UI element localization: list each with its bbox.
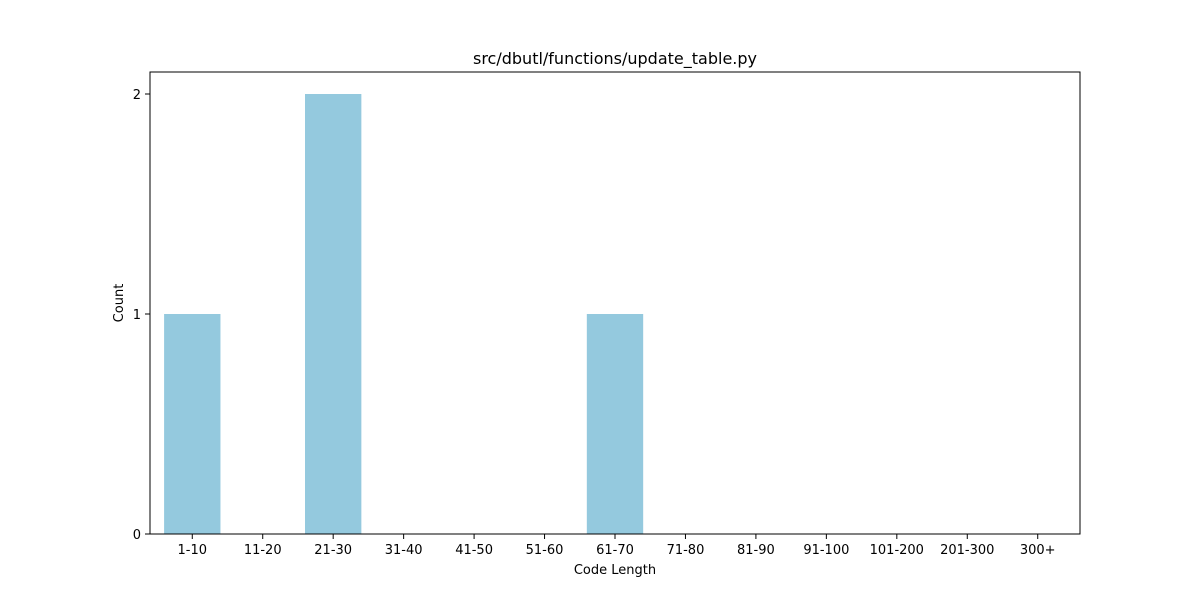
x-axis: 1-10 11-20 21-30 31-40 41-50 51-60 61-70 71-80 8… — [178, 534, 1056, 558]
chart-title: src/dbutl/functions/update_table.py — [473, 49, 757, 69]
x-tick-label: 81-90 — [737, 543, 775, 558]
x-tick-label: 51-60 — [526, 543, 564, 558]
x-tick-label: 41-50 — [455, 543, 493, 558]
bar-1-10 — [164, 314, 221, 534]
x-tick-label: 71-80 — [667, 543, 705, 558]
x-tick-label: 101-200 — [870, 543, 924, 558]
y-axis: 0 1 2 — [133, 88, 150, 543]
y-axis-label: Count — [112, 284, 127, 323]
x-tick-label: 300+ — [1020, 543, 1056, 558]
x-tick-label: 21-30 — [314, 543, 352, 558]
y-tick-label: 0 — [133, 528, 141, 543]
x-tick-label: 91-100 — [803, 543, 849, 558]
x-tick-label: 31-40 — [385, 543, 423, 558]
bars-group — [164, 94, 644, 534]
bar-61-70 — [586, 314, 644, 534]
bar-21-30 — [305, 94, 362, 534]
x-tick-label: 201-300 — [940, 543, 994, 558]
y-tick-label: 1 — [133, 308, 141, 323]
x-tick-label: 11-20 — [244, 543, 282, 558]
y-tick-label: 2 — [133, 88, 141, 103]
x-tick-label: 61-70 — [596, 543, 634, 558]
x-tick-label: 1-10 — [178, 543, 208, 558]
x-axis-label: Code Length — [574, 563, 656, 578]
